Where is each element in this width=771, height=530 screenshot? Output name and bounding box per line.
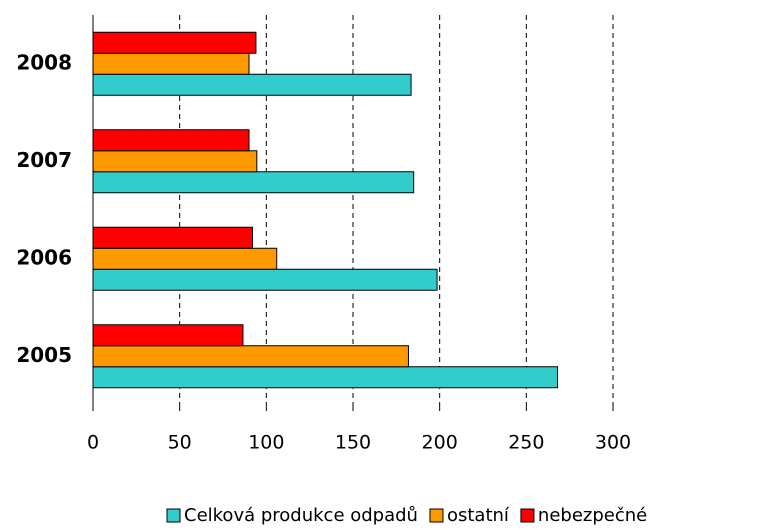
bar: [92, 247, 278, 270]
x-tick-label: 0: [87, 432, 99, 454]
bar: [92, 226, 253, 249]
x-tick-label: 250: [508, 432, 544, 454]
legend-label: nebezpečné: [538, 505, 647, 526]
x-tick-label: 150: [335, 432, 371, 454]
bar: [92, 324, 244, 347]
x-tick-label: 100: [248, 432, 284, 454]
legend-swatch: [520, 508, 535, 523]
y-tick-label: 2006: [16, 245, 72, 269]
x-tick-label: 300: [595, 432, 631, 454]
x-tick-label: 200: [422, 432, 458, 454]
y-tick-label: 2007: [16, 148, 72, 172]
bar: [92, 73, 412, 96]
legend-swatch: [166, 508, 181, 523]
bar: [92, 268, 438, 291]
bar: [92, 345, 409, 368]
bar: [92, 366, 559, 389]
legend-label: Celková produkce odpadů: [184, 505, 418, 526]
y-tick-label: 2005: [16, 343, 72, 367]
bar: [92, 171, 415, 194]
x-tick-label: 50: [168, 432, 192, 454]
bar: [92, 31, 257, 54]
bar: [92, 129, 250, 152]
legend-swatch: [429, 508, 444, 523]
y-tick-label: 2008: [16, 50, 72, 74]
legend-label: ostatní: [447, 505, 510, 526]
bar: [92, 150, 258, 173]
bar: [92, 52, 250, 75]
